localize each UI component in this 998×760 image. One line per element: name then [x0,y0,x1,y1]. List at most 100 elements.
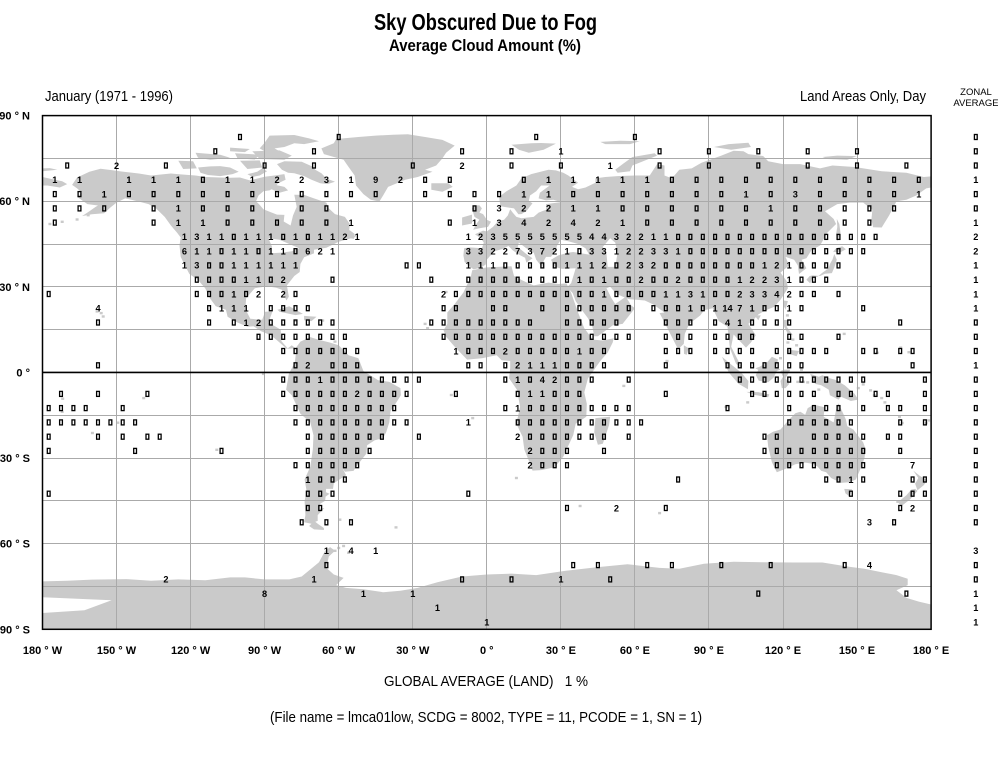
svg-text:1: 1 [787,304,792,314]
svg-text:2: 2 [281,289,286,299]
svg-text:1: 1 [330,232,335,242]
svg-text:1: 1 [608,161,613,171]
svg-text:5: 5 [503,232,508,242]
svg-text:2: 2 [639,247,644,257]
svg-text:1: 1 [52,175,57,185]
svg-text:1: 1 [293,261,298,271]
svg-text:1: 1 [595,204,600,214]
svg-text:1: 1 [256,261,261,271]
svg-text:3: 3 [497,218,502,228]
svg-text:9: 9 [373,175,378,185]
svg-text:Average Cloud Amount (%): Average Cloud Amount (%) [389,36,581,55]
svg-text:1: 1 [601,289,606,299]
svg-text:5: 5 [515,232,520,242]
svg-text:60 ° S: 60 ° S [0,539,30,551]
svg-text:1: 1 [478,261,483,271]
svg-text:2: 2 [299,175,304,185]
svg-text:1: 1 [713,304,718,314]
svg-text:1: 1 [973,175,978,185]
svg-text:4: 4 [540,375,546,385]
svg-text:1: 1 [484,618,489,628]
svg-text:2: 2 [460,161,465,171]
svg-text:5: 5 [577,232,582,242]
svg-text:1: 1 [318,375,323,385]
svg-text:1: 1 [194,247,199,257]
svg-text:3: 3 [194,261,199,271]
svg-text:1: 1 [645,175,650,185]
svg-text:2: 2 [478,232,483,242]
svg-text:2: 2 [515,361,520,371]
svg-text:1: 1 [466,418,471,428]
svg-text:1: 1 [916,189,921,199]
svg-text:1: 1 [373,546,378,556]
svg-text:60 ° W: 60 ° W [322,645,356,657]
svg-text:1: 1 [318,232,323,242]
svg-text:2: 2 [114,161,119,171]
svg-text:8: 8 [262,589,267,599]
svg-text:2: 2 [552,375,557,385]
svg-text:1: 1 [743,189,748,199]
svg-text:2: 2 [163,575,168,585]
svg-text:1: 1 [663,289,668,299]
svg-text:1: 1 [577,275,582,285]
svg-text:2: 2 [318,247,323,257]
svg-text:4: 4 [867,560,873,570]
svg-text:2: 2 [503,346,508,356]
svg-text:1: 1 [515,403,520,413]
svg-text:7: 7 [737,304,742,314]
svg-text:180 ° W: 180 ° W [23,645,63,657]
svg-text:1: 1 [207,232,212,242]
svg-text:1: 1 [256,275,261,285]
svg-text:3: 3 [614,232,619,242]
svg-text:2: 2 [342,232,347,242]
svg-text:1: 1 [453,346,458,356]
svg-text:2: 2 [973,232,978,242]
svg-text:1: 1 [268,247,273,257]
svg-text:1: 1 [848,475,853,485]
svg-text:1: 1 [361,589,366,599]
svg-text:2: 2 [515,432,520,442]
svg-text:1: 1 [324,546,329,556]
svg-text:1: 1 [244,275,249,285]
svg-text:1: 1 [973,304,978,314]
svg-text:January (1971 - 1996): January (1971 - 1996) [45,88,173,105]
svg-text:1: 1 [676,289,681,299]
svg-text:1: 1 [651,232,656,242]
svg-text:1: 1 [176,218,181,228]
svg-text:3: 3 [973,546,978,556]
svg-text:1: 1 [762,261,767,271]
svg-text:6: 6 [305,247,310,257]
svg-text:2: 2 [626,247,631,257]
svg-text:3: 3 [639,261,644,271]
svg-text:1: 1 [571,204,576,214]
svg-text:7: 7 [910,461,915,471]
svg-text:1: 1 [182,261,187,271]
svg-text:3: 3 [750,289,755,299]
svg-text:1: 1 [435,603,440,613]
svg-text:30 ° E: 30 ° E [546,645,576,657]
svg-text:2: 2 [256,318,261,328]
svg-text:1: 1 [244,304,249,314]
svg-text:3: 3 [793,189,798,199]
svg-text:1: 1 [676,247,681,257]
svg-text:3: 3 [762,289,767,299]
svg-text:2: 2 [546,218,551,228]
svg-text:1: 1 [231,247,236,257]
svg-text:1: 1 [268,232,273,242]
svg-text:1: 1 [330,247,335,257]
svg-text:120 ° W: 120 ° W [171,645,211,657]
svg-text:1: 1 [219,232,224,242]
svg-text:1: 1 [490,261,495,271]
svg-text:2: 2 [639,275,644,285]
svg-text:30 ° W: 30 ° W [396,645,430,657]
svg-text:1: 1 [540,389,545,399]
svg-text:2: 2 [527,446,532,456]
svg-text:1: 1 [564,261,569,271]
svg-text:2: 2 [626,232,631,242]
svg-text:2: 2 [595,218,600,228]
svg-text:2: 2 [546,204,551,214]
svg-text:1: 1 [77,175,82,185]
svg-text:3: 3 [663,247,668,257]
svg-text:3: 3 [651,247,656,257]
svg-text:1: 1 [225,175,230,185]
